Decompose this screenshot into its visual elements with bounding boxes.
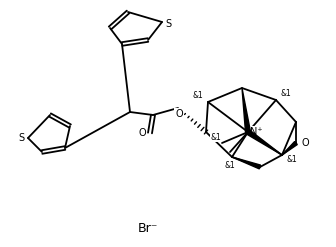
Text: &1: &1: [211, 132, 221, 142]
Polygon shape: [282, 142, 297, 155]
Text: &1: &1: [225, 161, 236, 169]
Text: O: O: [138, 128, 146, 138]
Text: &1: &1: [281, 89, 291, 99]
Text: O: O: [175, 109, 183, 119]
Text: &1: &1: [193, 91, 203, 101]
Polygon shape: [232, 157, 261, 169]
Polygon shape: [247, 130, 282, 155]
Text: S: S: [165, 19, 171, 29]
Text: &1: &1: [287, 156, 297, 165]
Text: O: O: [301, 138, 309, 148]
Text: Br⁻: Br⁻: [138, 222, 158, 234]
Text: S: S: [18, 133, 24, 143]
Polygon shape: [242, 88, 250, 132]
Text: N⁺: N⁺: [250, 127, 262, 137]
